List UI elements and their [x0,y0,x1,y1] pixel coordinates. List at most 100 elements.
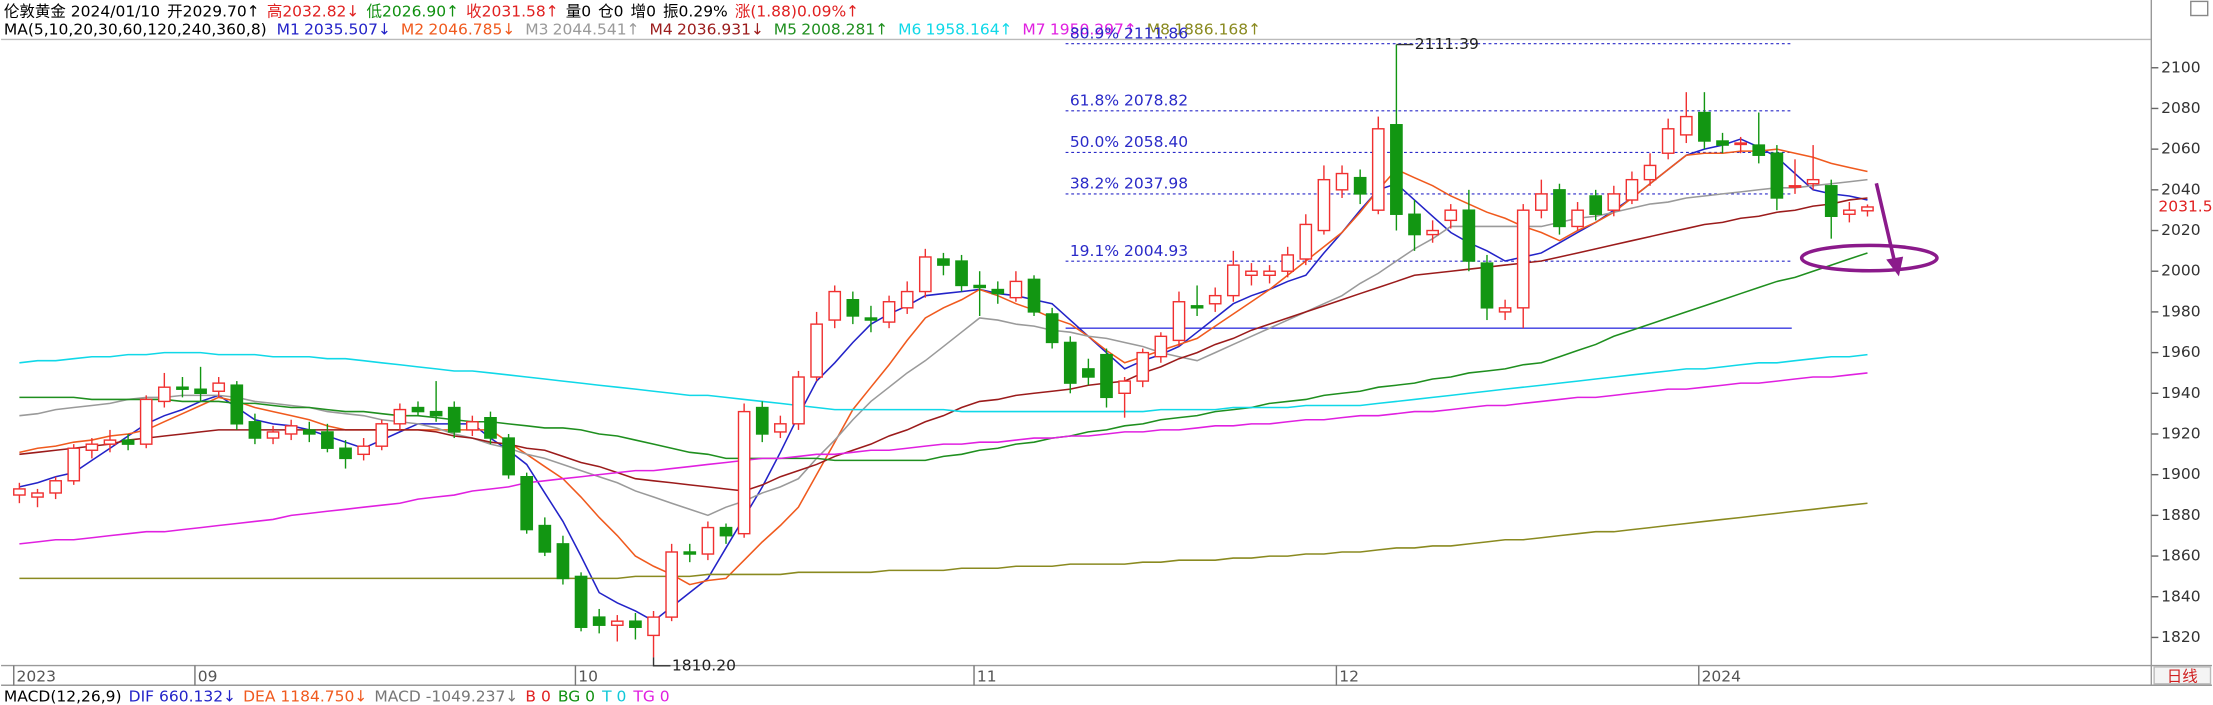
candle-body [502,437,515,476]
candle-body [302,429,316,435]
candle-body [1643,164,1657,181]
y-tick-label: 1820 [2161,628,2200,646]
candle-body [1045,313,1059,344]
ma-line [19,351,1868,413]
candle-body [1698,111,1711,142]
legend-name: M5 [774,20,797,38]
candle-body [1100,353,1113,399]
fib-label: 61.8% 2078.82 [1070,91,1188,109]
x-tick-label: 10 [578,667,598,685]
candle-body [1408,213,1421,236]
header-item: T 0 [601,687,626,705]
header-item: 量0 [566,2,591,20]
legend-name: M1 [277,20,300,38]
candle-body [339,447,352,460]
candle-body [284,425,298,435]
y-tick-label: 1980 [2161,302,2200,320]
legend-value: 2008.281↑ [801,20,888,38]
candle-body [1299,223,1313,260]
candle-body [1371,128,1385,211]
candle-body [1154,335,1168,358]
x-tick-label: 2024 [1702,667,1741,685]
candle-body [973,284,987,289]
header-item: BG 0 [558,687,595,705]
candle-body [1679,115,1693,136]
header-item: 高2032.82↓ [267,2,360,20]
y-tick-label: 1900 [2161,465,2200,483]
candle-body [701,526,715,555]
window-button[interactable] [2190,0,2209,17]
candle-body [1661,128,1675,154]
header-item: 低2026.90↑ [366,2,459,20]
candle-body [49,480,62,494]
candle-body [1589,195,1603,215]
candle-body [466,421,479,431]
candle-body [1716,140,1729,146]
header-item: 伦敦黄金 2024/01/10 [4,2,160,20]
header-item: 增0 [631,2,656,20]
y-tick-label: 2100 [2161,58,2200,76]
candle-body [1861,206,1874,212]
candle-body [592,616,606,626]
header-item: 开2029.70↑ [167,2,260,20]
candle-body [737,410,751,535]
header-item: 涨(1.88)0.09%↑ [735,2,859,20]
candle-body [1027,278,1041,313]
candle-body [1172,301,1186,342]
candle-body [212,382,226,392]
ma-legend: MA(5,10,20,30,60,120,240,360,8) M1 2035.50… [4,20,1261,38]
candle-body [429,410,443,417]
header-item: DEA 1184.750↓ [243,687,367,705]
header-item: MACD(12,26,9) [4,687,122,705]
legend-name: M4 [650,20,673,38]
legend-name: M6 [898,20,921,38]
period-label: 日线 [2167,667,2198,685]
fib-label: 38.2% 2037.98 [1070,175,1188,193]
candle-body [1498,307,1512,313]
y-tick-label: 1940 [2161,384,2200,402]
candle-body [375,423,389,447]
header-item: 收2031.58↑ [466,2,559,20]
period-tab[interactable] [2153,666,2212,685]
plot: 80.9% 2111.86 61.8% 2078.82 50.0% 2058.40 3… [13,24,1874,674]
legend-value: 2046.785↓ [428,20,515,38]
candle-body [1571,209,1584,228]
candle-body [1353,176,1367,195]
candle-body [157,386,171,403]
candle-body [1136,351,1150,382]
x-tick-label: 11 [977,667,997,685]
candle-body [1208,294,1222,305]
candle-body [31,492,44,498]
arrow-head [1886,256,1904,277]
legend-value: 1958.164↑ [926,20,1013,38]
y-tick-label: 2000 [2161,262,2200,280]
header-item: TG 0 [632,687,669,705]
fib-label: 50.0% 2058.40 [1070,133,1188,151]
candle-body [864,317,878,321]
candle-body [248,421,262,439]
candle-body [1824,185,1838,217]
candle-body [918,256,932,293]
candle-body [828,290,842,321]
candle-body [1734,142,1747,146]
candle-body [1009,280,1023,299]
ma-line [19,252,1868,462]
candle-body [393,408,407,425]
header-item: 仓0 [598,2,623,20]
x-tick-label: 12 [1339,667,1359,685]
candle-body [121,439,135,445]
candle-body [1263,270,1276,276]
candle-body [1553,189,1566,228]
y-tick-label: 1960 [2161,343,2200,361]
candle-body [629,620,642,628]
x-tick-label: 09 [198,667,218,685]
legend-name: M7 [1022,20,1045,38]
candle-body [647,616,660,637]
candle-body [1335,172,1349,191]
header-item: DIF 660.132↓ [129,687,236,705]
candle-body [1063,341,1077,384]
candle-body [1426,229,1439,236]
header-item: B 0 [525,687,550,705]
